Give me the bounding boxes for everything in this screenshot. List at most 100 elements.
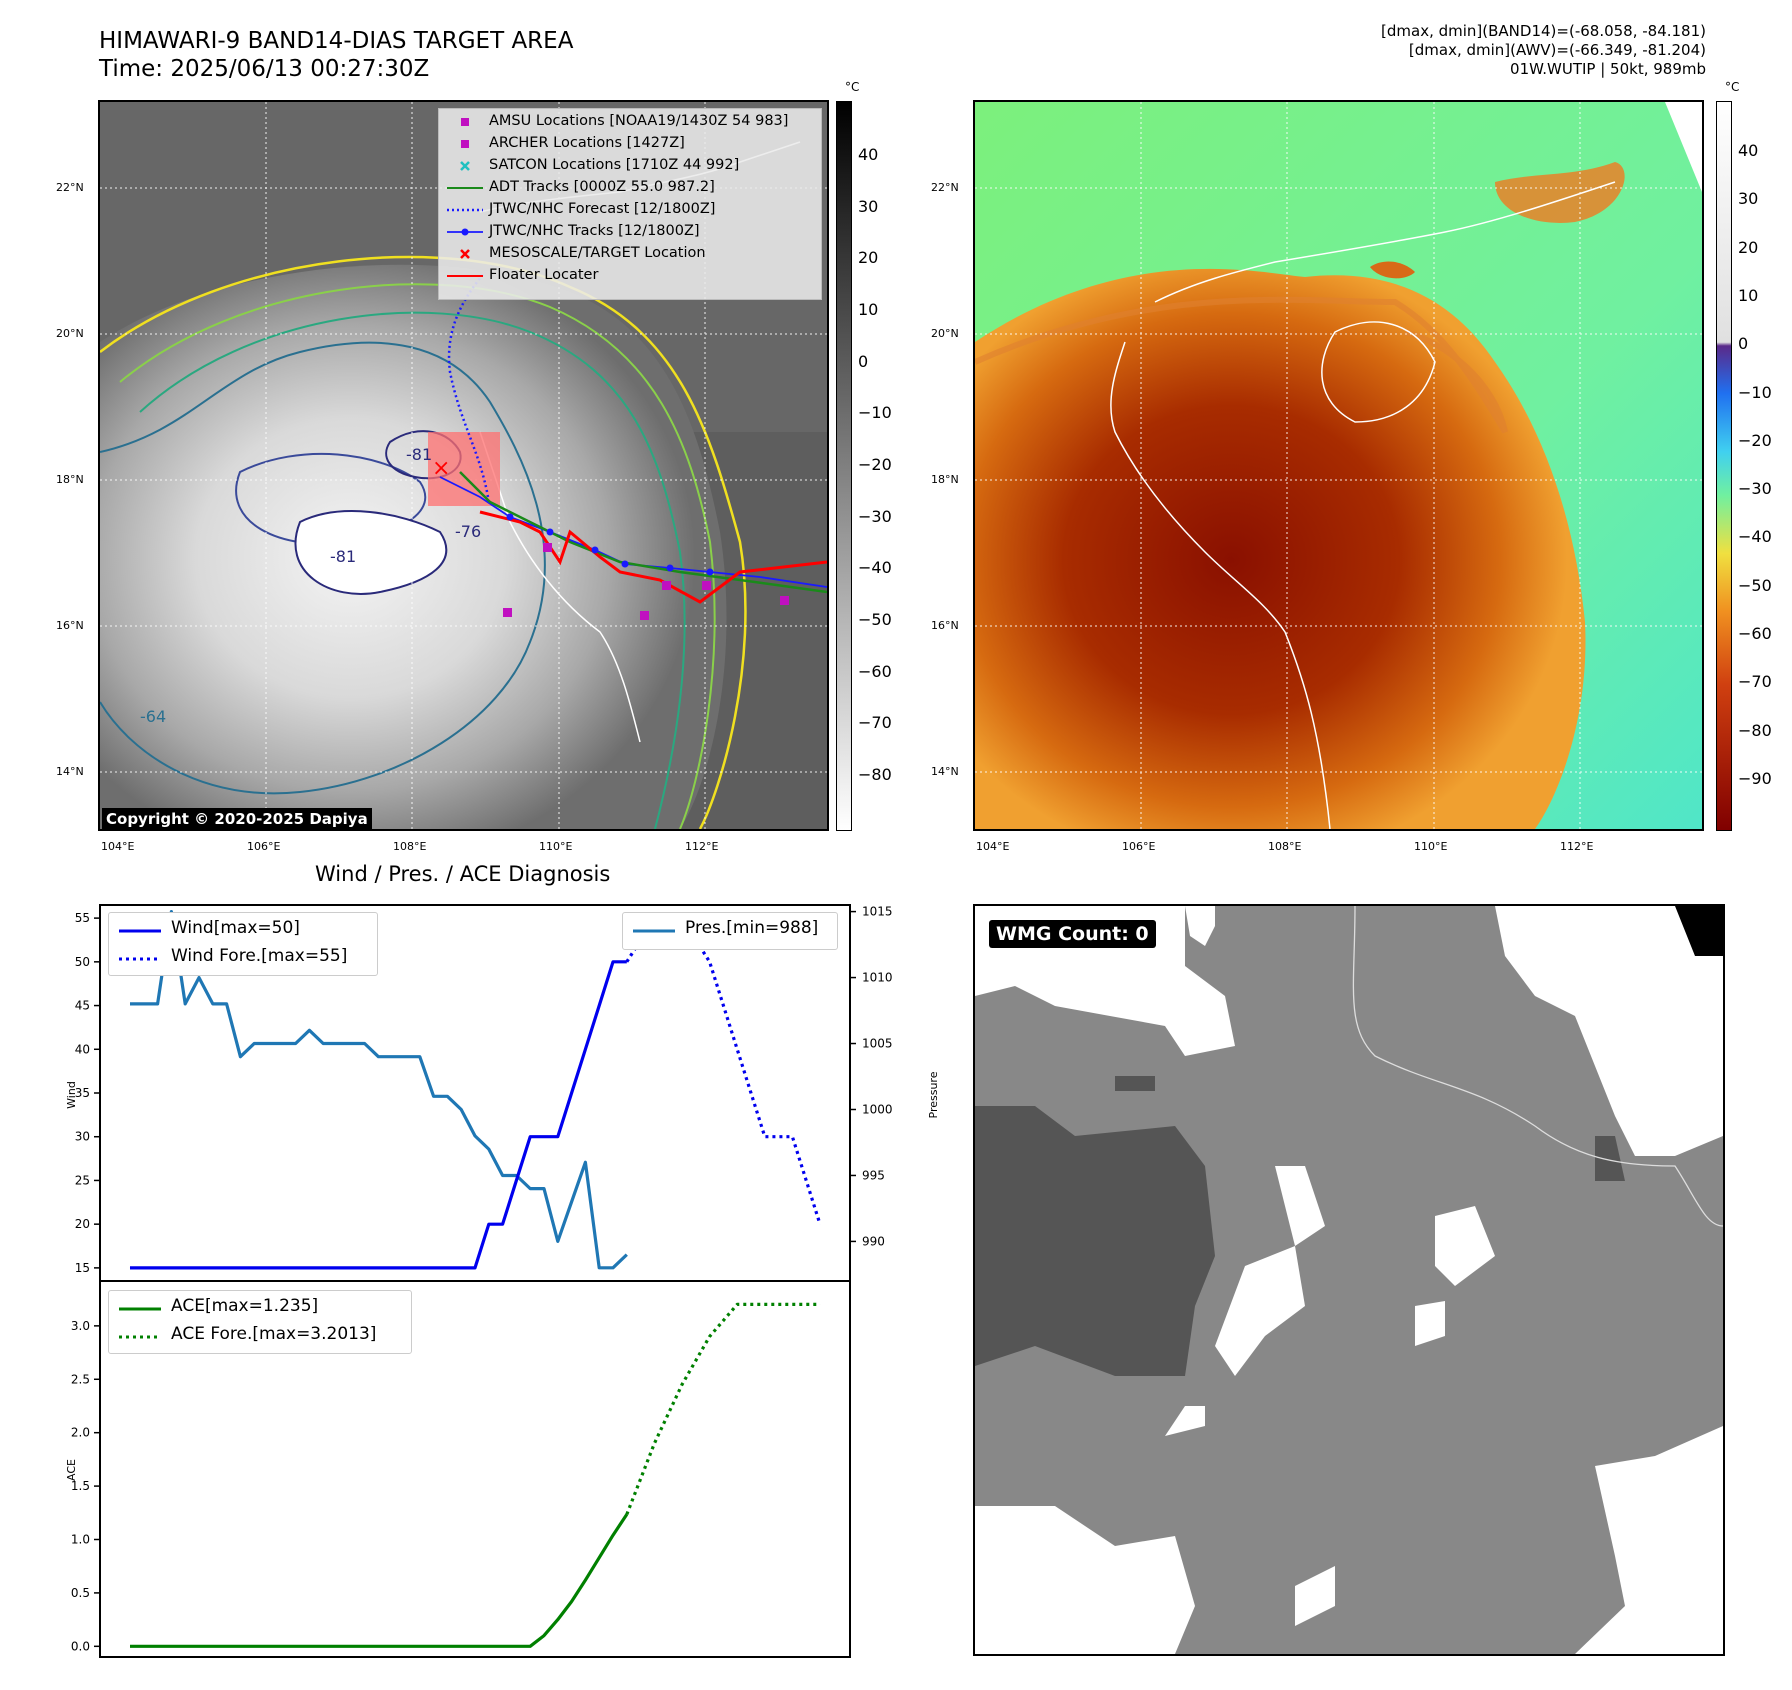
ace-tick-label: 1.0 (71, 1533, 90, 1547)
legend-label: MESOSCALE/TARGET Location (489, 245, 706, 261)
ace-tick-label: 0.0 (71, 1639, 90, 1653)
svg-text:×: × (432, 456, 450, 481)
colorbar-tick-label: 20 (858, 248, 879, 268)
colorbar-tick-label: −80 (858, 765, 892, 784)
pressure-tick-label: 1000 (862, 1102, 893, 1116)
legend-label: SATCON Locations [1710Z 44 992] (489, 157, 740, 173)
colorbar-tick-label: −40 (1738, 527, 1772, 547)
lon-label: 104°E (976, 840, 1010, 853)
pressure-tick-label: 1005 (862, 1037, 893, 1051)
ace-plot-frame (99, 1280, 851, 1658)
lat-label: 22°N (56, 181, 84, 194)
wind-tick-label: 30 (75, 1130, 90, 1144)
colorbar-tick-label: 30 (858, 196, 879, 216)
dmax-dmin-awv: [dmax, dmin](AWV)=(-66.349, -81.204) (1408, 41, 1706, 59)
colorbar-tick-label: 10 (858, 300, 879, 319)
lon-label: 108°E (393, 840, 427, 853)
lat-label: 16°N (931, 619, 959, 632)
wind-fore-legend-label: Wind Fore.[max=55] (171, 946, 348, 966)
ir-colorbar-unit: °C (845, 80, 860, 94)
colorbar-tick-label: 10 (1738, 285, 1759, 305)
legend-label: Floater Locater (489, 267, 599, 283)
ace-fore-legend-label: ACE Fore.[max=3.2013] (171, 1324, 377, 1344)
colorbar-tick-label: 0 (858, 351, 869, 371)
colorbar-tick-label: −90 (1738, 769, 1772, 788)
wind-tick-label: 55 (75, 911, 90, 925)
pressure-legend-label: Pres.[min=988] (685, 918, 819, 938)
ace-legend: ACE[max=1.235] ACE Fore.[max=3.2013] (108, 1290, 412, 1354)
lat-label: 18°N (931, 473, 959, 486)
ace-tick-label: 1.5 (71, 1479, 90, 1493)
wmg-count-badge: WMG Count: 0 (989, 920, 1156, 948)
colorbar-tick-label: −60 (1738, 624, 1772, 644)
lon-label: 110°E (1414, 840, 1448, 853)
legend-label: AMSU Locations [NOAA19/1430Z 54 983] (489, 113, 789, 129)
diagnosis-chart: 55 50 45 40 35 30 25 20 15 1015 1010 1005 1000 995 990… (65, 904, 940, 1658)
lon-label: 106°E (247, 840, 281, 853)
colorbar-tick-label: −30 (858, 506, 892, 526)
wind-forecast-line (625, 916, 822, 1225)
colorbar-tick-label: −70 (1738, 672, 1772, 692)
ace-legend-label: ACE[max=1.235] (171, 1296, 319, 1316)
lat-label: 14°N (931, 765, 959, 778)
awv-colorbar (1716, 101, 1732, 831)
lat-label: 16°N (56, 619, 84, 632)
contour-label: -81 (406, 445, 432, 464)
colorbar-tick-label: −10 (858, 403, 892, 423)
colorbar-tick-label: −30 (1738, 479, 1772, 499)
pressure-tick-label: 995 (862, 1168, 885, 1182)
pressure-tick-label: 1010 (862, 971, 893, 985)
pressure-tick-label: 1015 (862, 905, 893, 919)
colorbar-tick-label: −50 (1738, 575, 1772, 595)
pressure-legend: Pres.[min=988] (622, 912, 838, 950)
contour-label: -64 (140, 707, 166, 726)
colorbar-tick-label: −10 (1738, 382, 1772, 402)
lon-label: 112°E (685, 840, 719, 853)
colorbar-tick-label: 0 (1738, 334, 1749, 354)
ir-colorbar (836, 101, 852, 831)
wind-legend-label: Wind[max=50] (171, 918, 300, 938)
colorbar-tick-label: −50 (858, 610, 892, 629)
copyright-badge: Copyright © 2020-2025 Dapiya (102, 808, 372, 829)
ir-map-legend: AMSU Locations [NOAA19/1430Z 54 983] ARC… (438, 108, 822, 300)
colorbar-tick-label: −40 (858, 558, 892, 578)
ace-tick-label: 0.5 (71, 1586, 90, 1600)
ace-forecast-line (625, 1302, 820, 1515)
ace-tick-label: 3.0 (71, 1319, 90, 1333)
colorbar-tick-label: 30 (1738, 189, 1759, 209)
colorbar-tick-label: 40 (1738, 141, 1759, 160)
contour-label: -76 (455, 522, 481, 541)
colorbar-tick-label: −20 (858, 455, 892, 474)
ace-tick-label: 2.5 (71, 1372, 90, 1386)
ir-map-panel: × -81 -81 -76 -64 AMSU Locations [NOAA19… (98, 100, 829, 831)
lat-label: 14°N (56, 765, 84, 778)
awv-colorbar-unit: °C (1725, 80, 1740, 94)
dmax-dmin-band14: [dmax, dmin](BAND14)=(-68.058, -84.181) (1381, 22, 1706, 40)
ace-plot: 3.0 2.5 2.0 1.5 1.0 0.5 0.0 (71, 1302, 821, 1653)
ace-line (130, 1513, 629, 1648)
lon-label: 108°E (1268, 840, 1302, 853)
colorbar-tick-label: 40 (858, 145, 879, 164)
wind-axis-label: Wind (65, 1081, 78, 1109)
colorbar-tick-label: 20 (1738, 237, 1759, 257)
wind-tick-label: 40 (75, 1042, 90, 1056)
diagnosis-title: Wind / Pres. / ACE Diagnosis (315, 862, 611, 886)
lat-label: 20°N (931, 327, 959, 340)
pressure-axis-label: Pressure (927, 1071, 940, 1118)
legend-label: ARCHER Locations [1427Z] (489, 135, 685, 151)
pressure-tick-label: 990 (862, 1234, 885, 1248)
lat-label: 22°N (931, 181, 959, 194)
wind-tick-label: 15 (75, 1261, 90, 1275)
lon-label: 104°E (101, 840, 135, 853)
awv-map-image (975, 102, 1702, 829)
contour-label: -81 (330, 547, 356, 566)
wmg-panel: WMG Count: 0 (973, 904, 1725, 1656)
legend-label: JTWC/NHC Forecast [12/1800Z] (489, 201, 716, 217)
ace-axis-label: ACE (65, 1459, 78, 1481)
wind-tick-label: 25 (75, 1173, 90, 1187)
wind-tick-label: 35 (75, 1086, 90, 1100)
wind-tick-label: 50 (75, 955, 90, 969)
legend-label: ADT Tracks [0000Z 55.0 987.2] (489, 179, 715, 195)
wind-tick-label: 20 (75, 1217, 90, 1231)
lon-label: 110°E (539, 840, 573, 853)
